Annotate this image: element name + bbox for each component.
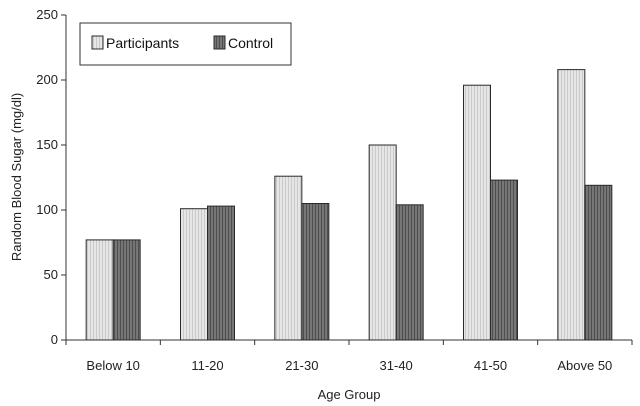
bar-control-4 <box>490 179 518 341</box>
x-tick-label: 31-40 <box>380 358 413 373</box>
y-tick-label: 0 <box>51 332 58 347</box>
bar-control-0 <box>112 239 141 341</box>
bar-participants-3 <box>368 144 397 341</box>
x-tick-label: 21-30 <box>285 358 318 373</box>
legend-swatch-control <box>213 35 226 50</box>
x-axis-ticks: Below 10 11-20 21-30 31-40 41-50 Above 50 <box>65 340 633 373</box>
y-axis-ticks: 0 50 100 150 200 250 <box>36 7 66 347</box>
bar-control-1 <box>207 205 235 341</box>
bar-control-5 <box>584 184 613 341</box>
bar-participants-4 <box>463 84 491 341</box>
bar-participants-1 <box>180 208 208 341</box>
bar-participants-0 <box>85 239 114 341</box>
x-tick-label: Above 50 <box>557 358 612 373</box>
legend-swatch-participants <box>91 35 104 50</box>
x-tick-label: 11-20 <box>191 358 223 373</box>
bar-participants-5 <box>557 69 586 341</box>
bar-participants-2 <box>274 175 303 341</box>
legend: Participants Control <box>79 22 292 66</box>
y-tick-label: 200 <box>36 72 58 87</box>
y-tick-label: 150 <box>36 137 58 152</box>
bars <box>85 69 613 341</box>
legend-label-control: Control <box>228 35 273 51</box>
y-tick-label: 50 <box>44 267 58 282</box>
y-axis-title: Random Blood Sugar (mg/dl) <box>9 93 24 261</box>
x-axis-title: Age Group <box>318 387 381 402</box>
bar-control-3 <box>395 204 424 341</box>
y-tick-label: 100 <box>36 202 58 217</box>
y-tick-label: 250 <box>36 7 58 22</box>
x-tick-label: Below 10 <box>86 358 139 373</box>
legend-label-participants: Participants <box>106 35 179 51</box>
legend-box <box>79 22 292 66</box>
plot-area: 0 50 100 150 200 250 Below 10 11-20 21-30 31-40 4… <box>36 7 633 373</box>
x-tick-label: 41-50 <box>474 358 507 373</box>
bar-control-2 <box>301 203 330 341</box>
